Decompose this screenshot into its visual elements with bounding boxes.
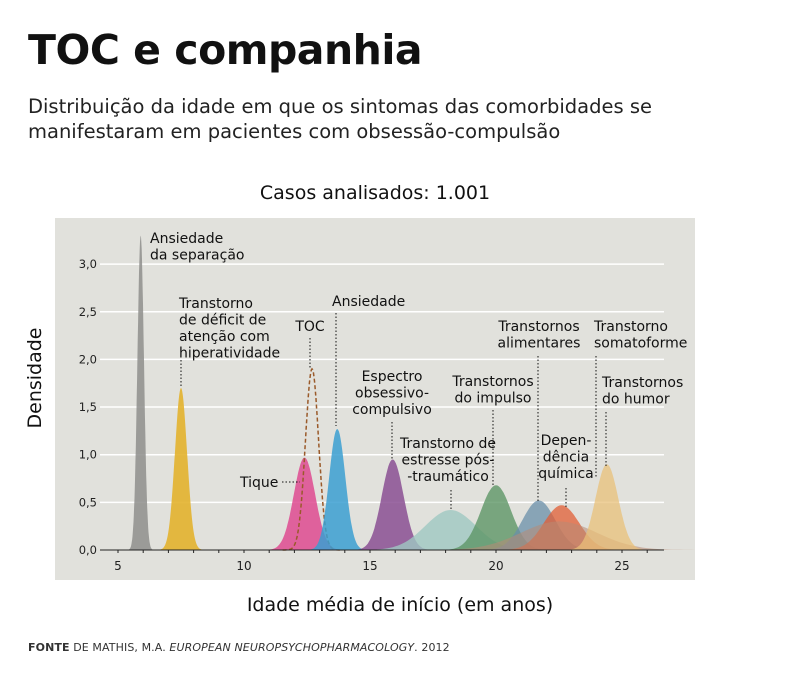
y-tick-label: 3,0 bbox=[79, 257, 97, 271]
y-tick-label: 1,0 bbox=[79, 448, 97, 462]
curve-transtornos-do-humor bbox=[555, 464, 657, 550]
x-tick-label: 20 bbox=[488, 559, 503, 573]
series-label-line: hiperatividade bbox=[179, 346, 280, 362]
source-journal: EUROPEAN NEUROPSYCHOPHARMACOLOGY bbox=[169, 641, 415, 654]
series-label-line: obsessivo- bbox=[355, 386, 429, 402]
series-label-line: Transtornos bbox=[451, 374, 533, 390]
y-tick-label: 2,0 bbox=[79, 352, 97, 366]
series-label-line: da separação bbox=[150, 248, 244, 264]
series-label-line: -traumático bbox=[407, 469, 489, 485]
series-label-line: TOC bbox=[294, 319, 325, 335]
series-label-line: compulsivo bbox=[352, 402, 432, 418]
series-label-line: Ansiedade bbox=[332, 294, 405, 310]
curve-transtorno-somatoforme bbox=[388, 521, 726, 550]
curve-ansiedade bbox=[301, 429, 373, 550]
series-label: Tique bbox=[239, 475, 278, 491]
cases-label: Casos analisados: 1.001 bbox=[259, 182, 491, 204]
source-author: DE MATHIS, M.A. bbox=[73, 641, 166, 654]
series-label-line: Tique bbox=[239, 475, 278, 491]
x-tick-label: 15 bbox=[362, 559, 377, 573]
source-prefix: FONTE bbox=[28, 641, 70, 654]
series-label-line: alimentares bbox=[498, 336, 581, 352]
series-label-line: Transtorno bbox=[178, 296, 253, 312]
series-label: Transtorno somatoforme bbox=[593, 319, 687, 352]
series-label: TOC bbox=[294, 319, 325, 335]
x-tick-label: 25 bbox=[614, 559, 629, 573]
curve-transtorno-de-estresse-pos-traumatico bbox=[337, 510, 562, 550]
curve-transtorno-de-deficit-de-atencao-com-hiperatividade bbox=[153, 388, 208, 550]
series-label-line: Transtornos bbox=[601, 375, 683, 391]
chart-subtitle: Distribuição da idade em que os sintomas… bbox=[28, 95, 652, 143]
y-tick-label: 1,5 bbox=[79, 400, 97, 414]
series-label-line: do impulso bbox=[455, 391, 532, 407]
series-label: Transtornos do impulso bbox=[451, 374, 533, 407]
series-label-line: química bbox=[538, 466, 593, 482]
series-label-line: atenção com bbox=[179, 329, 270, 345]
y-tick-label: 2,5 bbox=[79, 305, 97, 319]
source-year: . 2012 bbox=[414, 641, 450, 654]
series-label-line: do humor bbox=[602, 392, 670, 408]
x-axis-label: Idade média de início (em anos) bbox=[247, 594, 553, 616]
series-label-line: Transtorno bbox=[593, 319, 668, 335]
series-label-line: Transtornos bbox=[497, 319, 579, 335]
series-label-line: Transtorno de bbox=[399, 436, 496, 452]
chart-title: TOC e companhia bbox=[28, 26, 423, 74]
plot-background bbox=[55, 218, 695, 580]
x-tick-label: 5 bbox=[114, 559, 122, 573]
series-label: Transtornos alimentares bbox=[497, 319, 580, 352]
series-label-line: de déficit de bbox=[179, 313, 266, 329]
series-label-line: dência bbox=[543, 450, 590, 466]
curve-transtornos-do-impulso bbox=[428, 485, 563, 550]
grid-lines bbox=[100, 263, 664, 504]
y-tick-label: 0,5 bbox=[79, 495, 97, 509]
curve-ansiedade-da-separacao bbox=[125, 235, 156, 550]
y-tick-label: 0,0 bbox=[79, 543, 97, 557]
curve-tique bbox=[256, 457, 351, 550]
y-axis-label: Densidade bbox=[24, 328, 46, 429]
label-leaders bbox=[180, 313, 607, 511]
series-label: Ansiedade bbox=[332, 294, 405, 310]
series-label-line: Depen- bbox=[541, 433, 592, 449]
source-credit: FONTE DE MATHIS, M.A. EUROPEAN NEUROPSYC… bbox=[28, 641, 450, 654]
curve-transtornos-alimentares bbox=[465, 500, 611, 550]
series-label-line: Ansiedade bbox=[150, 231, 223, 247]
x-tick-label: 10 bbox=[236, 559, 251, 573]
series-label: Transtorno de estresse pós--traumático bbox=[399, 436, 496, 485]
series-label: Espectro obsessivo-compulsivo bbox=[352, 369, 432, 418]
curve-espectro-obsessivo-compulsivo bbox=[343, 459, 441, 550]
series-label-line: somatoforme bbox=[594, 336, 687, 352]
series-label: Transtornos do humor bbox=[601, 375, 683, 408]
series-label: Transtorno de déficit de atenção com hipera… bbox=[178, 296, 280, 362]
series-label-line: estresse pós- bbox=[402, 453, 495, 469]
density-curves bbox=[125, 235, 726, 551]
series-label: Ansiedade da separação bbox=[150, 231, 244, 264]
series-label-line: Espectro bbox=[362, 369, 423, 385]
series-label: Depen-dência química bbox=[538, 433, 593, 482]
axis-ticks: 0,0 0,5 1,0 1,5 2,0 2,5 3,0 5 10 15 20 25 bbox=[79, 257, 664, 573]
